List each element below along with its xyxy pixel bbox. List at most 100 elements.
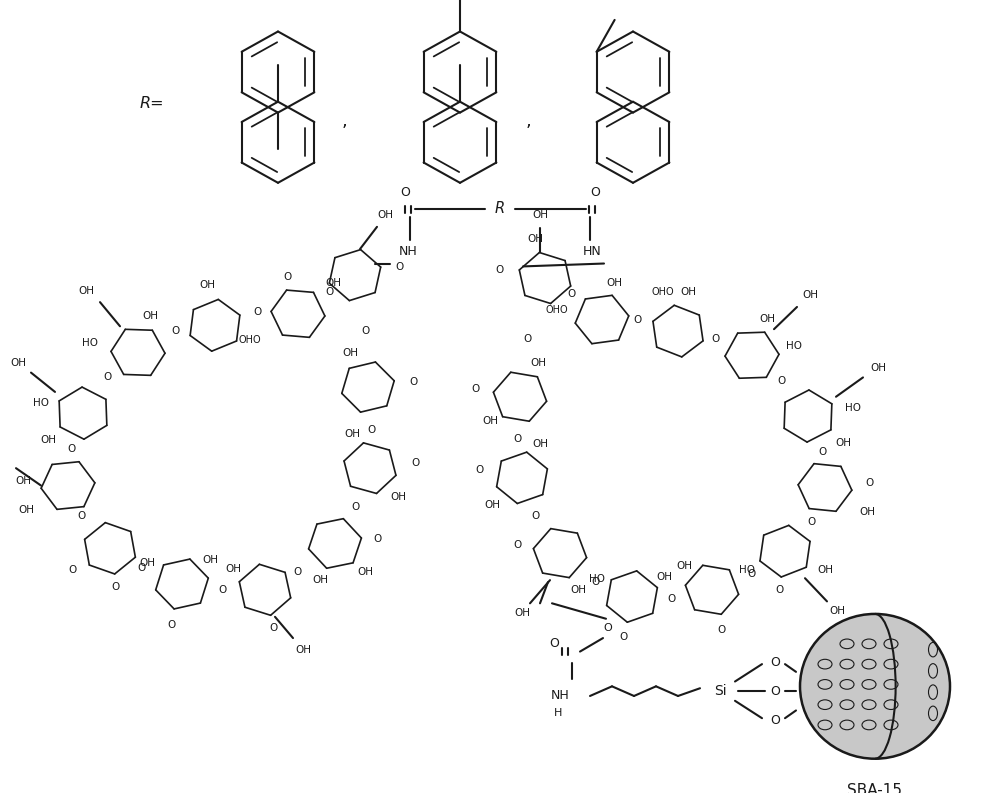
Text: HO: HO	[739, 565, 755, 576]
Text: O: O	[78, 511, 86, 522]
Text: O: O	[396, 262, 404, 272]
Text: OH: OH	[532, 439, 548, 449]
Text: ,: ,	[341, 112, 347, 130]
Text: OH: OH	[676, 561, 692, 571]
Text: OH: OH	[859, 507, 875, 516]
Text: OH: OH	[10, 358, 26, 368]
Text: OH: OH	[344, 429, 360, 439]
Text: O: O	[591, 577, 599, 587]
Text: O: O	[604, 623, 612, 634]
Text: O: O	[866, 477, 874, 488]
Text: O: O	[549, 638, 559, 650]
Text: OH: OH	[606, 278, 622, 288]
Text: O: O	[351, 502, 359, 511]
Text: O: O	[471, 384, 479, 394]
Circle shape	[800, 614, 950, 759]
Text: OH: OH	[759, 313, 775, 324]
Text: O: O	[524, 334, 532, 344]
Text: O: O	[620, 632, 628, 642]
Text: R: R	[495, 201, 505, 216]
Text: O: O	[818, 446, 826, 457]
Text: O: O	[770, 684, 780, 698]
Text: O: O	[808, 517, 816, 527]
Text: O: O	[368, 424, 376, 435]
Text: O: O	[496, 266, 504, 275]
Text: O: O	[326, 288, 334, 297]
Text: O: O	[770, 656, 780, 668]
Text: O: O	[718, 626, 726, 635]
Text: OH: OH	[18, 504, 34, 515]
Text: OH: OH	[484, 500, 500, 510]
Text: O: O	[748, 569, 756, 580]
Text: O: O	[138, 562, 146, 573]
Text: OH: OH	[514, 608, 530, 618]
Text: OHO: OHO	[652, 288, 674, 297]
Text: O: O	[514, 435, 522, 444]
Text: R=: R=	[140, 96, 164, 111]
Text: O: O	[254, 307, 262, 316]
Text: O: O	[668, 595, 676, 604]
Text: OH: OH	[532, 210, 548, 220]
Text: O: O	[590, 186, 600, 198]
Text: O: O	[778, 377, 786, 386]
Text: OH: OH	[312, 575, 328, 585]
Text: OH: OH	[357, 568, 373, 577]
Text: NH: NH	[399, 246, 417, 259]
Text: OH: OH	[202, 555, 218, 565]
Text: SBA-15: SBA-15	[848, 783, 902, 793]
Text: OH: OH	[40, 435, 56, 445]
Text: O: O	[68, 565, 76, 574]
Text: O: O	[111, 582, 119, 592]
Text: HO: HO	[82, 338, 98, 347]
Text: OH: OH	[835, 438, 851, 448]
Text: OH: OH	[295, 645, 311, 655]
Text: O: O	[171, 326, 179, 336]
Text: OH: OH	[342, 348, 358, 358]
Text: H: H	[554, 708, 562, 718]
Text: O: O	[168, 619, 176, 630]
Text: OH: OH	[390, 492, 406, 502]
Text: O: O	[634, 315, 642, 324]
Text: OHO: OHO	[239, 335, 261, 345]
Text: OH: OH	[870, 362, 886, 373]
Text: OH: OH	[377, 210, 393, 220]
Text: O: O	[411, 458, 419, 469]
Text: OH: OH	[15, 476, 31, 486]
Text: O: O	[514, 540, 522, 550]
Text: O: O	[269, 623, 277, 634]
Text: OH: OH	[680, 288, 696, 297]
Text: O: O	[776, 584, 784, 595]
Text: O: O	[531, 511, 539, 522]
Text: O: O	[361, 326, 369, 336]
Text: HN: HN	[583, 246, 601, 259]
Text: OH: OH	[829, 606, 845, 616]
Text: OH: OH	[530, 358, 546, 368]
Text: O: O	[770, 714, 780, 726]
Text: O: O	[409, 377, 417, 387]
Text: O: O	[68, 444, 76, 454]
Text: NH: NH	[551, 689, 569, 703]
Text: OH: OH	[570, 584, 586, 595]
Text: HO: HO	[786, 340, 802, 351]
Text: O: O	[476, 465, 484, 475]
Text: O: O	[284, 272, 292, 282]
Text: OHO: OHO	[546, 305, 568, 315]
Text: OH: OH	[325, 278, 341, 288]
Text: O: O	[373, 534, 381, 544]
Text: OH: OH	[802, 290, 818, 301]
Text: O: O	[568, 289, 576, 300]
Text: O: O	[294, 568, 302, 577]
Text: O: O	[218, 584, 226, 595]
Text: O: O	[104, 373, 112, 382]
Text: OH: OH	[78, 285, 94, 296]
Text: HO: HO	[845, 404, 861, 413]
Text: O: O	[711, 334, 719, 344]
Text: OH: OH	[817, 565, 833, 576]
Text: Si: Si	[714, 684, 726, 698]
Text: OH: OH	[142, 311, 158, 320]
Text: OH: OH	[199, 280, 215, 289]
Text: O: O	[400, 186, 410, 198]
Text: OH: OH	[656, 573, 672, 582]
Text: OH: OH	[527, 235, 543, 244]
Text: ,: ,	[525, 112, 531, 130]
